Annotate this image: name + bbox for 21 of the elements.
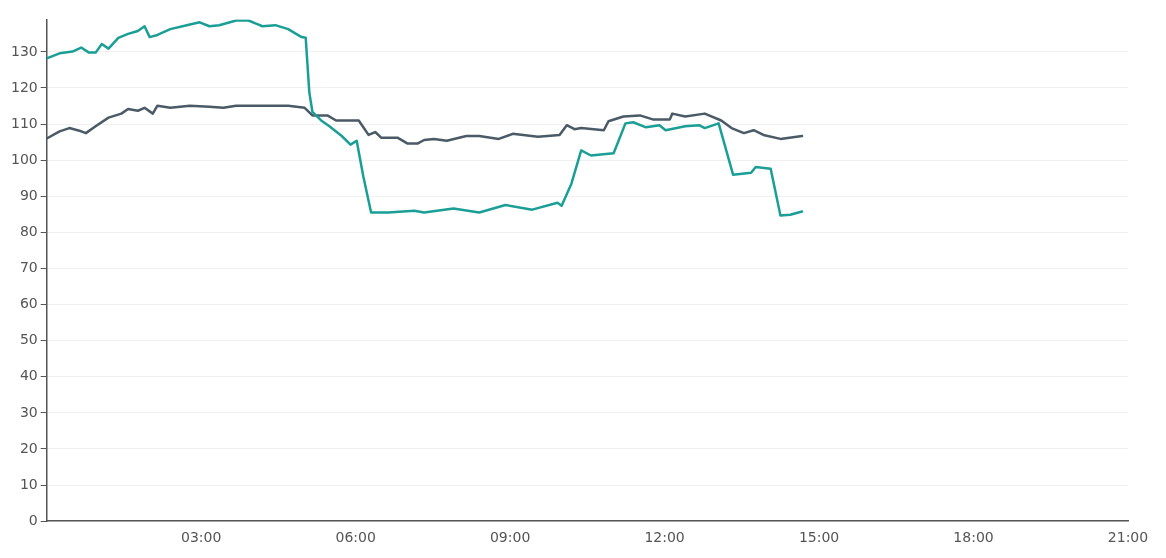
y-tick-label: 30: [19, 403, 38, 420]
y-tick-label: 80: [19, 223, 38, 240]
y-tick-label: 10: [19, 475, 38, 492]
y-tick-label: 90: [19, 186, 38, 203]
y-tick-label: 60: [19, 295, 38, 312]
x-tick-label: 09:00: [489, 529, 531, 546]
x-tick-label: 18:00: [953, 529, 994, 546]
y-tick-label: 20: [19, 439, 38, 456]
y-tick-label: 0: [28, 511, 38, 528]
y-tick-label: 100: [10, 150, 38, 167]
y-tick-label: 70: [19, 259, 38, 276]
x-tick-label: 06:00: [335, 529, 376, 546]
x-tick-label: 12:00: [644, 529, 685, 546]
x-tick-label: 15:00: [798, 529, 840, 546]
y-tick-label: 110: [10, 114, 38, 131]
y-tick-label: 40: [19, 367, 38, 384]
y-tick-label: 120: [10, 78, 38, 95]
y-tick-label: 50: [19, 331, 38, 348]
x-tick-label: 03:00: [181, 529, 222, 546]
y-tick-label: 130: [10, 42, 38, 59]
x-tick-label: 21:00: [1107, 529, 1149, 546]
